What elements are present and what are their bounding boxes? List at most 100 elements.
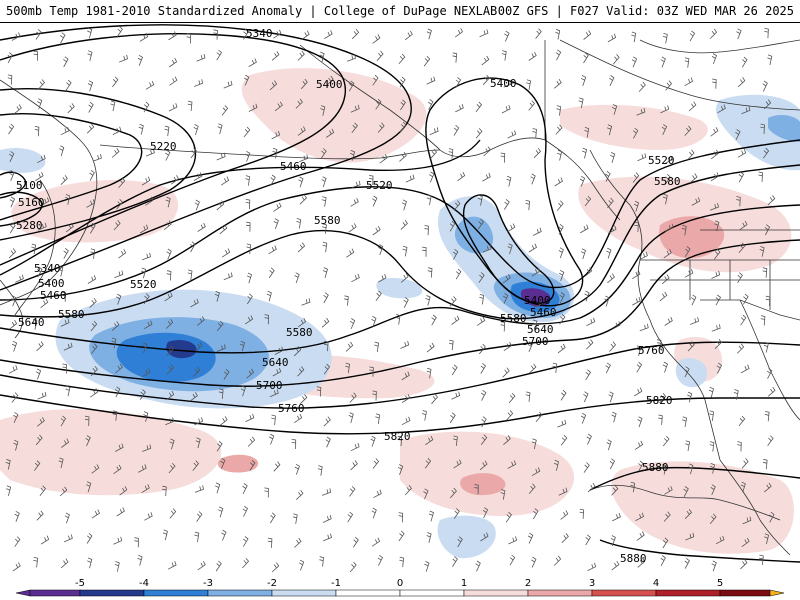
wind-barb: [425, 295, 431, 306]
wind-barb: [733, 389, 739, 400]
wind-barb: [533, 147, 542, 158]
wind-barb: [455, 77, 462, 88]
wind-barb: [691, 294, 697, 306]
cold-anomaly-mid-pacific: [376, 278, 423, 299]
wind-barb: [585, 369, 592, 381]
wind-barb: [738, 242, 746, 253]
wind-barb: [664, 155, 673, 165]
wind-barb: [350, 197, 359, 207]
wind-barb: [479, 293, 485, 305]
wind-barb: [509, 554, 516, 566]
wind-barb: [221, 248, 231, 258]
wind-barb: [687, 391, 693, 403]
wind-barb: [138, 464, 147, 473]
wind-barb: [87, 557, 93, 569]
contour-label-5400-alaska: 5400: [490, 77, 517, 90]
colorbar-segment: [527, 589, 593, 597]
wind-barb: [532, 319, 538, 331]
wind-barb: [89, 297, 97, 308]
wind-barb: [163, 220, 172, 231]
wind-barb: [421, 410, 427, 421]
wind-barb: [35, 172, 44, 181]
wind-barb: [345, 341, 354, 352]
colorbar-tick-label: 1: [461, 578, 467, 589]
wind-barb: [525, 391, 531, 402]
wind-barb: [662, 537, 669, 549]
wind-barb: [166, 390, 175, 401]
wind-barb: [221, 529, 227, 541]
wind-barb: [273, 202, 282, 212]
wind-barb: [14, 510, 20, 522]
wind-barb: [249, 460, 256, 471]
wind-barb: [503, 435, 511, 446]
wind-barb: [758, 171, 764, 182]
wind-barb: [35, 368, 42, 380]
wind-barb: [455, 103, 464, 113]
wind-barb: [453, 124, 460, 136]
wind-barb: [607, 225, 617, 234]
wind-barb: [636, 531, 645, 541]
wind-barb: [712, 78, 717, 89]
wind-barb: [689, 173, 698, 184]
wind-barb: [684, 246, 691, 257]
wind-barb: [453, 200, 461, 211]
contour-line-5580-main: [0, 164, 800, 320]
wind-barb: [580, 224, 589, 234]
wind-barb: [301, 30, 310, 40]
wind-barb: [708, 386, 714, 398]
wind-barb: [350, 104, 360, 113]
colorbar-canvas: -5 -4 -3 -2 -1 0 1 2 3 4 5: [15, 578, 785, 597]
wind-barb: [377, 122, 385, 133]
wind-barb: [429, 171, 435, 183]
wind-barb: [60, 32, 66, 44]
wind-barb: [427, 267, 433, 278]
wind-barb: [587, 482, 596, 493]
wind-barb: [349, 392, 357, 403]
wind-barb: [632, 127, 639, 139]
wind-barb: [221, 105, 229, 116]
wind-barb: [507, 243, 513, 255]
wind-barb: [611, 411, 617, 423]
wind-barb: [452, 248, 459, 260]
wind-barb: [345, 362, 351, 374]
wind-barb: [271, 130, 281, 140]
wind-barb: [531, 556, 537, 568]
wind-barb: [424, 560, 430, 572]
wind-barb: [480, 362, 487, 374]
wind-barb: [709, 513, 717, 525]
wind-barb: [400, 340, 410, 349]
warm-anomaly-arctic: [560, 104, 708, 150]
wind-barb: [481, 416, 487, 428]
wind-barb: [6, 485, 12, 496]
wind-barb: [431, 393, 439, 405]
wind-barb: [661, 463, 667, 475]
wind-barb: [67, 103, 75, 114]
wind-barb: [584, 267, 593, 277]
wind-barb: [11, 392, 19, 403]
wind-barb: [451, 391, 461, 400]
wind-barb: [297, 126, 306, 136]
wind-barb: [399, 556, 405, 568]
wind-barb: [477, 218, 484, 230]
wind-barb: [14, 536, 21, 547]
wind-barb: [119, 486, 128, 496]
wind-barb: [715, 535, 725, 545]
warm-anomaly-subtropics-west: [0, 409, 222, 496]
wind-barb: [9, 222, 16, 234]
wind-barb: [272, 367, 282, 377]
wind-barb: [247, 436, 256, 447]
wind-barb: [502, 367, 510, 378]
wind-barb: [8, 151, 15, 162]
cold-anomaly-southeast: [675, 358, 708, 388]
wind-barb: [347, 511, 354, 523]
wind-barb: [219, 416, 228, 426]
wind-barb: [665, 80, 673, 91]
wind-barb: [502, 292, 509, 304]
wind-barb: [479, 343, 486, 355]
wind-barb: [84, 415, 90, 426]
wind-barb: [741, 458, 749, 469]
wind-barb: [187, 269, 193, 280]
wind-barb: [424, 457, 432, 469]
wind-barb: [87, 27, 93, 39]
wind-barb: [293, 413, 303, 424]
